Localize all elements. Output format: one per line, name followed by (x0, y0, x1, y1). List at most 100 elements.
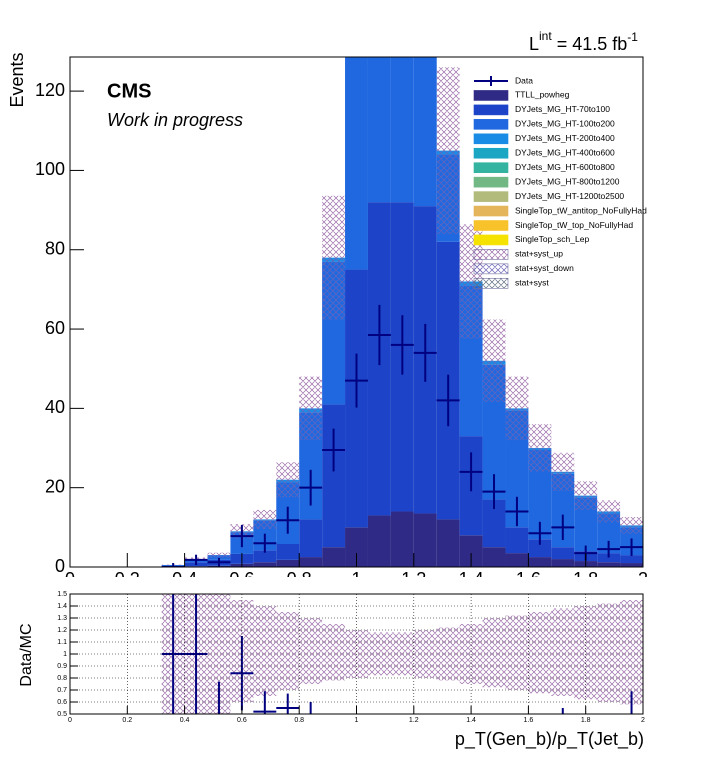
x-tick-label: 1.4 (466, 717, 476, 724)
x-tick-label: 2 (638, 569, 648, 589)
uncertainty-hatch (459, 281, 483, 339)
y-tick-label: 0.6 (57, 699, 67, 706)
y-tick-label: 0.8 (57, 675, 67, 682)
ratio-band (551, 608, 575, 696)
y-tick-label: 1.1 (57, 639, 67, 646)
uncertainty-hatch (253, 519, 277, 529)
stack-bar (299, 557, 323, 567)
stack-bar (551, 473, 575, 548)
uncertainty-hatch (414, 0, 437, 28)
x-tick-label: 0.2 (115, 569, 140, 589)
legend-label: Data (515, 75, 533, 85)
ratio-band (620, 600, 643, 705)
y-tick-label: 1.5 (57, 591, 67, 598)
y-axis-label: Events (7, 52, 27, 107)
uncertainty-hatch (597, 500, 621, 512)
y-tick-label: 1.3 (57, 615, 67, 622)
y-tick-label: 1 (63, 651, 67, 658)
stack-bar (482, 547, 506, 567)
stack-bar (551, 547, 575, 560)
x-axis-label: p_T(Gen_b)/p_T(Jet_b) (455, 729, 644, 750)
uncertainty-hatch (551, 452, 575, 472)
ratio-band (528, 612, 552, 694)
uncertainty-hatch (482, 360, 506, 403)
stack-bar (436, 519, 460, 567)
uncertainty-hatch (207, 555, 231, 558)
stack-bar (597, 553, 621, 563)
legend-swatch (473, 119, 509, 130)
x-tick-label: 0.2 (122, 717, 132, 724)
stack-bar (528, 557, 552, 567)
stack-bar (528, 539, 552, 558)
stack-bar (597, 513, 621, 554)
ratio-band (390, 632, 414, 676)
legend-label: DYJets_MG_HT-1200to2500 (515, 191, 624, 201)
uncertainty-hatch (597, 511, 621, 523)
uncertainty-hatch (528, 448, 552, 472)
ratio-band (207, 594, 231, 714)
stack-bar (528, 450, 552, 540)
legend-swatch (473, 90, 509, 101)
y-tick-label: 0.9 (57, 663, 67, 670)
legend-swatch (473, 147, 509, 159)
legend-label: TTLL_powheg (515, 90, 570, 100)
stack-bar (207, 555, 231, 560)
y-tick-label: 100 (35, 159, 65, 179)
legend-swatch (473, 133, 509, 145)
y-tick-label: 80 (45, 238, 65, 258)
x-tick-label: 1.6 (516, 569, 541, 589)
lumi-exp: -1 (627, 30, 638, 44)
stack-bar (574, 497, 598, 552)
legend-label: stat+syst (515, 278, 549, 288)
x-tick-labels: 0 0.2 0.4 0.6 0.8 1 1.2 1.4 1.6 1.8 2 (65, 569, 648, 589)
uncertainty-hatch (345, 0, 368, 28)
y-tick-label: 0.7 (57, 687, 67, 694)
uncertainty-hatch (436, 67, 460, 151)
stack-bar (413, 513, 437, 567)
stack-bar (322, 404, 346, 548)
legend-label: SingleTop_sch_Lep (515, 234, 589, 244)
legend-label: DYJets_MG_HT-400to600 (515, 148, 615, 158)
legend-swatch (473, 249, 509, 260)
legend-label: stat+syst_up (515, 249, 563, 259)
legend-label: DYJets_MG_HT-600to800 (515, 162, 615, 172)
stack-bar (367, 515, 391, 567)
legend-label: DYJets_MG_HT-800to1200 (515, 176, 620, 186)
x-tick-label: 0.4 (180, 717, 190, 724)
legend-label: DYJets_MG_HT-100to200 (515, 119, 615, 129)
stack-bar (299, 519, 323, 558)
stack-bar (620, 555, 643, 564)
uncertainty-hatch (551, 471, 575, 491)
uncertainty-hatch (505, 376, 529, 409)
status-label: Work in progress (107, 110, 243, 130)
uncertainty-hatch (574, 495, 598, 510)
stack-bar (322, 547, 346, 567)
x-tick-label: 1 (351, 569, 361, 589)
y-tick-label: 1.4 (57, 603, 67, 610)
ratio-plot (161, 594, 643, 714)
uncertainty-hatch (436, 150, 460, 234)
uncertainty-hatch (528, 424, 552, 449)
ratio-band (299, 618, 323, 684)
stack-bar (459, 535, 483, 567)
x-tick-label: 1.2 (409, 717, 419, 724)
y-tick-label: 60 (45, 318, 65, 338)
legend-swatch (473, 162, 509, 173)
stack-bar (620, 563, 643, 567)
x-tick-label: 0.6 (237, 717, 247, 724)
stack-bar (345, 57, 368, 270)
uncertainty-hatch (299, 376, 323, 409)
stack-bar (253, 562, 277, 567)
uncertainty-hatch (620, 517, 643, 526)
stack-bar (253, 550, 277, 563)
legend-label: stat+syst_down (515, 263, 574, 273)
stack-bar (345, 527, 368, 567)
ratio-band (597, 603, 621, 702)
stack-bar (390, 511, 414, 567)
ratio-band (322, 624, 346, 681)
uncertainty-hatch (322, 195, 346, 258)
x-tick-label: 1.4 (459, 569, 484, 589)
ratio-y-axis-label: Data/MC (18, 623, 35, 686)
x-tick-label: 1.8 (581, 717, 591, 724)
ratio-band (253, 606, 277, 696)
